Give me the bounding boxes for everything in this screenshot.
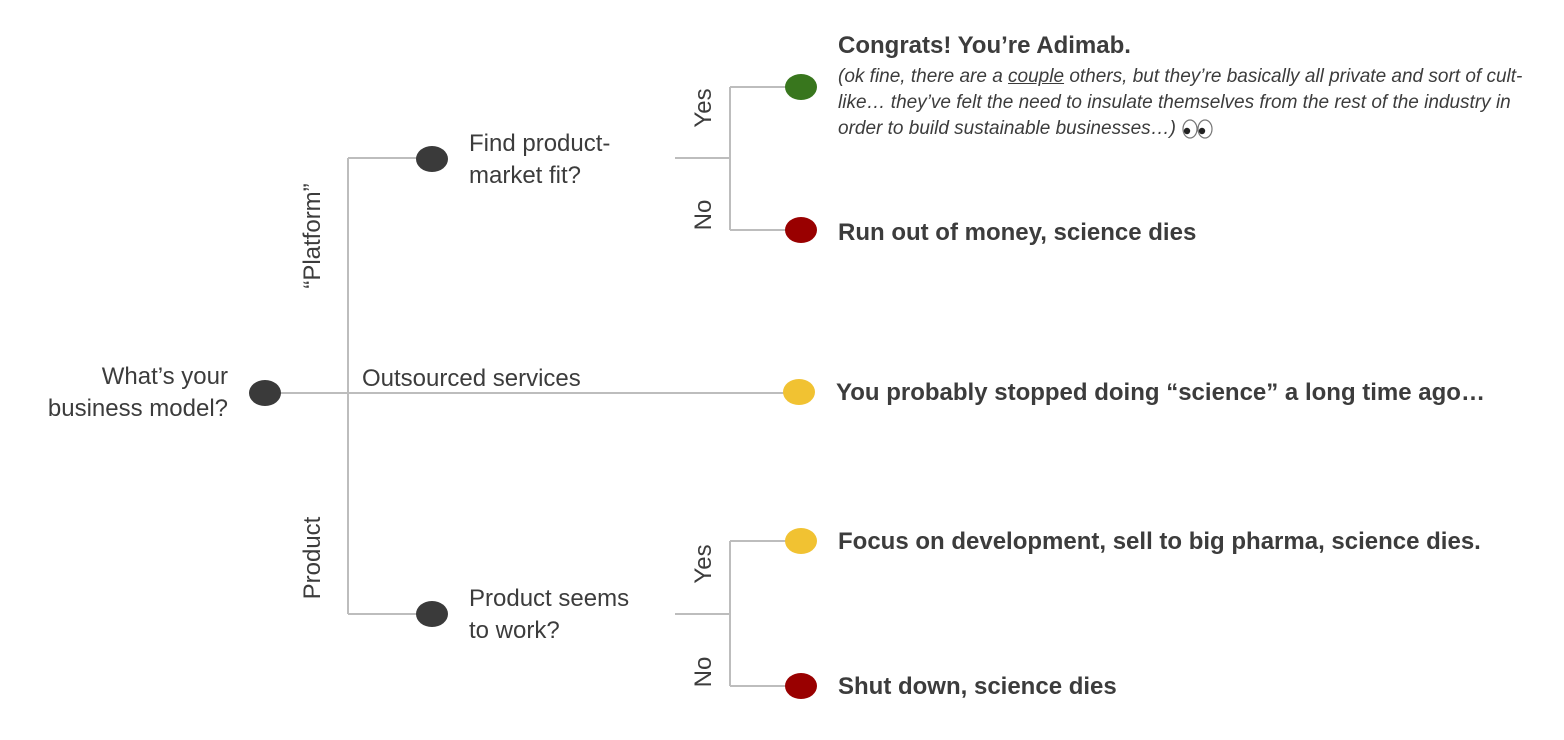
root-question-line2: business model? [47,395,228,422]
note-text-after: others, but they’re basically all privat… [838,66,1523,139]
connector-lines [280,86,786,687]
outcome-node-product-yes [785,528,817,554]
platform-node [416,146,448,172]
branch-label-platform: “Platform” [299,183,326,289]
outcome-platform-yes-note: (ok fine, there are a couple others, but… [838,64,1538,142]
product-question: Product seems to work? [469,583,629,647]
outcome-node-platform-no [785,217,817,243]
outcome-outsourced: You probably stopped doing “science” a l… [836,379,1485,406]
edge-label-platform-no: No [690,199,717,231]
outcome-node-outsourced [783,379,815,405]
outcome-product-yes: Focus on development, sell to big pharma… [838,528,1481,555]
root-node [249,380,281,406]
branch-label-product: Product [299,516,326,600]
edge-label-product-no: No [690,656,717,688]
outcome-node-product-no [785,673,817,699]
edge-label-product-yes: Yes [690,544,717,584]
edge-label-platform-yes: Yes [690,88,717,128]
outcome-product-no: Shut down, science dies [838,673,1117,700]
outcome-platform-yes-title: Congrats! You’re Adimab. [838,32,1131,59]
note-text-before: (ok fine, there are a [838,66,1009,87]
root-question-line1: What’s your [101,363,228,390]
branch-label-outsourced: Outsourced services [362,365,581,392]
outcome-platform-no: Run out of money, science dies [838,219,1197,246]
note-underlined-word: couple [1008,66,1065,87]
platform-question: Find product- market fit? [469,128,610,192]
product-node [416,601,448,627]
platform-question-line1: Find product- [469,130,611,157]
product-question-line2: to work? [469,617,560,644]
outcome-node-platform-yes [785,74,817,100]
root-question: What’s your business model? [48,361,228,425]
eyes-icon [1182,119,1213,139]
product-question-line1: Product seems [469,585,630,612]
platform-question-line2: market fit? [469,162,582,189]
